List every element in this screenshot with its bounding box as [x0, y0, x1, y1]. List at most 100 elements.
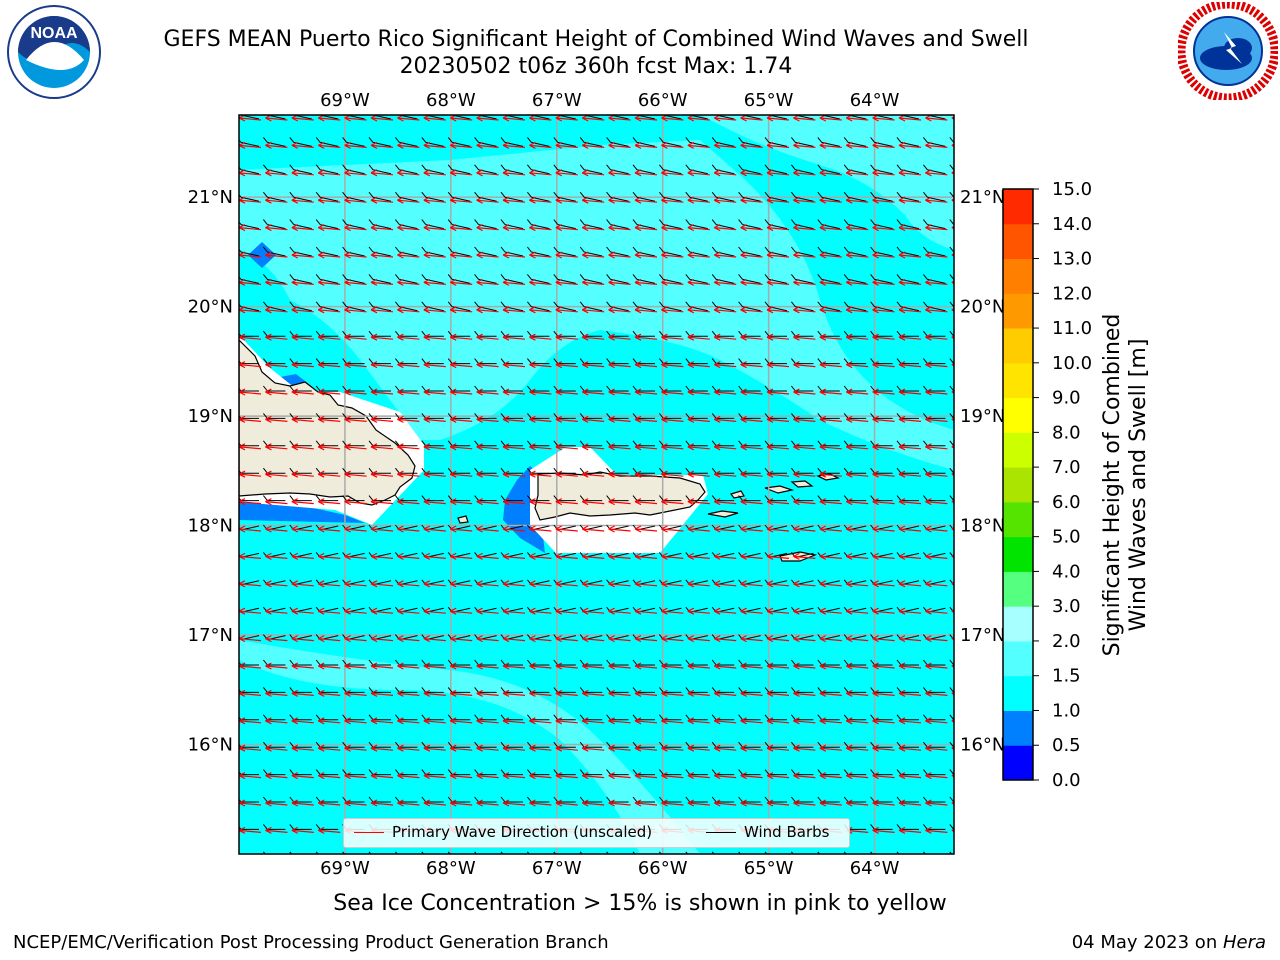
wind-barb [764, 851, 768, 854]
wave-arrow [370, 717, 394, 725]
wave-arrow [397, 278, 420, 286]
wave-arrow [661, 744, 684, 752]
wave-arrow [687, 498, 710, 506]
wind-barb [447, 330, 471, 337]
wave-arrow [793, 169, 816, 177]
wind-barb [843, 714, 867, 721]
wind-barb [500, 440, 523, 447]
wave-arrow [713, 635, 737, 643]
wind-barb [843, 796, 867, 803]
wave-arrow [872, 306, 895, 314]
wave-arrow [925, 388, 948, 396]
wave-arrow [239, 169, 262, 177]
wave-arrow [898, 772, 922, 780]
wave-arrow [239, 470, 262, 478]
wind-barb [263, 741, 286, 748]
wave-arrow [265, 799, 288, 807]
wind-barb [632, 440, 655, 447]
wind-barb [659, 659, 682, 666]
wave-arrow [872, 826, 895, 834]
wind-barb [315, 714, 339, 721]
wave-arrow [793, 141, 816, 149]
wave-arrow [555, 717, 578, 725]
wind-barb [263, 714, 286, 721]
wave-arrow [898, 443, 922, 451]
wind-barb [606, 495, 629, 502]
wave-arrow [819, 689, 842, 697]
wind-barb [579, 769, 603, 776]
wave-arrow [608, 498, 631, 506]
wave-arrow [397, 717, 420, 725]
wind-barb [843, 358, 867, 365]
wave-arrow [344, 552, 367, 560]
wave-arrow [951, 691, 954, 696]
wave-arrow [634, 196, 658, 204]
wind-barb [738, 385, 761, 392]
wave-arrow [581, 772, 605, 780]
colorbar-title-line2: Wind Waves and Swell [m] [1126, 338, 1151, 632]
wave-arrow [898, 415, 922, 423]
wave-arrow [793, 415, 816, 423]
colorbar-tick-label: 12.0 [1052, 283, 1092, 304]
wave-arrow [899, 855, 921, 861]
wave-arrow [845, 278, 869, 286]
wave-arrow [291, 607, 314, 615]
wind-barb [368, 769, 391, 776]
wave-arrow [634, 224, 658, 232]
wind-barb [395, 413, 418, 419]
wave-arrow [766, 169, 790, 177]
wave-arrow [634, 498, 658, 506]
wave-arrow [766, 799, 790, 807]
wave-arrow [344, 498, 367, 506]
wave-arrow [925, 826, 948, 834]
wave-arrow [713, 224, 737, 232]
wave-arrow [529, 415, 552, 423]
wave-arrow [370, 799, 394, 807]
wave-arrow [740, 388, 763, 396]
ocean-light-region-nw [239, 140, 954, 470]
wave-arrow [476, 251, 499, 259]
wave-arrow [529, 361, 552, 369]
wind-barb [289, 495, 312, 502]
wind-barb [843, 413, 867, 419]
wind-barb [923, 495, 946, 502]
wave-arrow [239, 580, 262, 588]
wave-arrow [740, 333, 763, 341]
wind-barb [659, 769, 682, 776]
wind-barb [949, 769, 954, 776]
wind-barb [659, 385, 682, 392]
wave-arrow [370, 169, 394, 177]
wave-arrow [502, 196, 526, 204]
wind-barb [659, 741, 682, 748]
wave-arrow [291, 388, 314, 396]
wave-arrow [555, 141, 578, 149]
wave-arrow [713, 662, 737, 670]
wind-barb [474, 385, 497, 392]
wind-barb [896, 385, 919, 392]
wave-arrow [291, 306, 314, 314]
wave-arrow [502, 744, 526, 752]
wave-arrow [661, 525, 684, 533]
wind-barb [843, 495, 867, 502]
wave-arrow [872, 196, 895, 204]
wind-barb [527, 769, 550, 776]
wave-arrow [609, 855, 631, 861]
wave-arrow [634, 689, 658, 697]
wave-arrow [951, 225, 954, 230]
sea-ice-note: Sea Ice Concentration > 15% is shown in … [333, 891, 947, 916]
wave-arrow [661, 498, 684, 506]
wave-arrow [239, 772, 262, 780]
wind-barb [870, 413, 893, 419]
wave-arrow [740, 443, 763, 451]
wind-barb [368, 440, 391, 447]
wave-arrow [477, 855, 499, 861]
wave-arrow [423, 333, 446, 341]
colorbar-tick-label: 8.0 [1052, 422, 1081, 443]
wave-arrow [766, 278, 790, 286]
wave-arrow [291, 635, 314, 643]
wave-arrow [925, 306, 948, 314]
wave-arrow [581, 525, 605, 533]
wind-barb [711, 769, 735, 776]
wave-arrow [265, 306, 288, 314]
wind-barb [923, 358, 946, 365]
